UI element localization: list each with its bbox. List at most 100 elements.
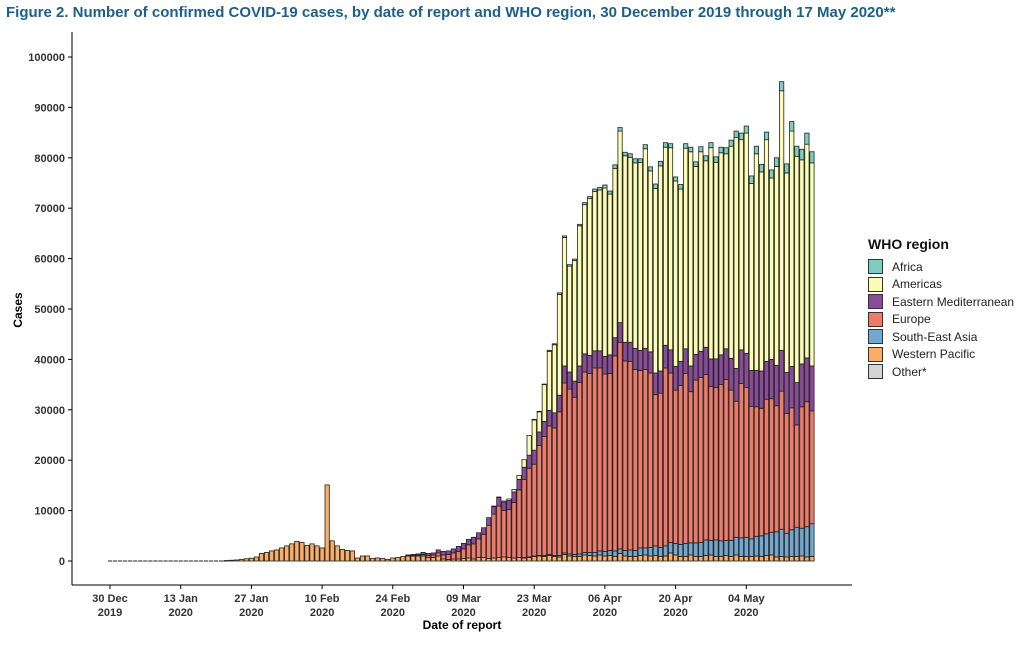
bar-segment-south-east-asia	[789, 529, 795, 557]
bar-segment-americas	[799, 159, 805, 365]
bar-segment-africa	[592, 188, 598, 192]
bar-segment-europe	[753, 406, 759, 537]
figure-title: Figure 2. Number of confirmed COVID-19 c…	[6, 4, 896, 21]
bar-segment-south-east-asia	[804, 526, 810, 558]
bar-segment-eastern-mediterranean	[501, 501, 507, 511]
bar-segment-eastern-mediterranean	[733, 368, 739, 402]
bar-segment-americas	[728, 145, 734, 359]
bar-segment-western-pacific	[233, 559, 239, 562]
bar-segment-western-pacific	[415, 555, 421, 562]
bar-segment-africa	[602, 184, 608, 189]
y-tick-label: 90000	[34, 102, 65, 114]
bar-segment-africa	[799, 148, 805, 161]
bar-segment-western-pacific	[678, 556, 684, 562]
bar-segment-western-pacific	[723, 555, 729, 562]
bar-segment-americas	[779, 90, 785, 351]
bar-segment-western-pacific	[561, 554, 568, 562]
bar-segment-western-pacific	[758, 556, 764, 562]
bar-segment-western-pacific	[294, 540, 300, 562]
bar-segment-western-pacific	[733, 554, 739, 562]
bar-segment-africa	[673, 176, 679, 182]
bar-segment-africa	[708, 142, 714, 149]
bar-segment-western-pacific	[269, 550, 275, 562]
bar-segment-south-east-asia	[733, 536, 739, 556]
bar-segment-western-pacific	[274, 549, 280, 562]
bar-segment-africa	[567, 264, 573, 267]
bar-segment-eastern-mediterranean	[430, 552, 436, 556]
y-tick-label: 30000	[34, 405, 65, 417]
legend-swatch	[868, 259, 883, 275]
bar-segment-americas	[536, 411, 542, 433]
bar-segment-western-pacific	[592, 555, 598, 562]
bar-segment-western-pacific	[390, 557, 396, 562]
bar-segment-western-pacific	[713, 556, 719, 562]
bar-segment-americas	[713, 161, 719, 360]
bar-segment-americas	[678, 188, 684, 362]
bar-segment-europe	[763, 398, 770, 535]
bar-segment-europe	[465, 544, 472, 559]
bar-segment-americas	[561, 237, 568, 367]
bar-segment-europe	[678, 385, 684, 545]
bar-segment-western-pacific	[688, 554, 694, 562]
bar-segment-eastern-mediterranean	[526, 454, 532, 469]
bar-segment-americas	[693, 165, 699, 355]
legend-label: Europe	[892, 312, 931, 327]
x-tick-label-year: 2020	[734, 607, 758, 619]
bar-segment-europe	[632, 369, 638, 551]
bar-segment-western-pacific	[612, 556, 618, 562]
bar-segment-south-east-asia	[769, 531, 775, 556]
bar-segment-eastern-mediterranean	[784, 372, 790, 414]
bar-segment-western-pacific	[435, 555, 441, 562]
x-tick-label-year: 2020	[663, 607, 687, 619]
bar-segment-western-pacific	[279, 547, 285, 562]
bar-segment-eastern-mediterranean	[450, 548, 456, 554]
bar-segment-western-pacific	[602, 555, 608, 562]
x-tick-label: 06 Apr	[588, 593, 623, 605]
bar-segment-western-pacific	[380, 558, 386, 562]
bar-segment-europe	[627, 361, 633, 551]
bar-segment-europe	[683, 373, 689, 544]
bar-segment-western-pacific	[339, 549, 345, 562]
bar-segment-eastern-mediterranean	[481, 527, 487, 535]
bar-segment-western-pacific	[243, 558, 249, 562]
bar-segment-africa	[769, 169, 775, 179]
bar-segment-africa	[779, 81, 785, 92]
legend-item: South-East Asia	[868, 328, 1014, 346]
bar-segment-americas	[688, 151, 694, 367]
bar-segment-africa	[733, 130, 739, 139]
bar-segment-eastern-mediterranean	[602, 355, 608, 375]
bar-segment-western-pacific	[344, 550, 350, 562]
bar-segment-europe	[774, 405, 780, 533]
bar-segment-africa	[723, 147, 729, 155]
bar-segment-eastern-mediterranean	[516, 478, 522, 491]
x-tick-label-year: 2020	[239, 607, 263, 619]
bar-segment-africa	[748, 175, 754, 184]
bar-segment-africa	[698, 146, 704, 153]
legend-label: Other*	[892, 364, 927, 379]
x-tick-label-year: 2020	[381, 607, 405, 619]
bar-segment-south-east-asia	[668, 541, 674, 554]
bar-segment-europe	[804, 401, 810, 528]
bar-segment-africa	[546, 349, 552, 352]
bar-segment-western-pacific	[627, 556, 633, 562]
bar-segment-europe	[516, 489, 522, 558]
bar-segment-europe	[662, 367, 669, 547]
x-tick-label-year: 2020	[522, 607, 546, 619]
bar-segment-western-pacific	[582, 554, 588, 562]
bar-segment-western-pacific	[319, 547, 325, 562]
bar-segment-eastern-mediterranean	[713, 358, 719, 389]
x-tick-label-year: 2019	[98, 607, 122, 619]
bar-segment-eastern-mediterranean	[587, 354, 593, 374]
legend-swatch	[868, 276, 883, 292]
bar-segment-western-pacific	[314, 545, 320, 562]
bar-segment-africa	[597, 187, 603, 191]
bar-segment-western-pacific	[253, 556, 260, 562]
bar-segment-western-pacific	[753, 555, 759, 562]
bar-segment-south-east-asia	[662, 545, 669, 557]
bar-segment-americas	[809, 162, 815, 367]
bar-segment-western-pacific	[420, 555, 426, 562]
bar-segment-western-pacific	[405, 555, 411, 562]
bar-segment-europe	[546, 425, 552, 555]
bar-segment-eastern-mediterranean	[718, 354, 724, 385]
bar-segment-europe	[536, 445, 542, 556]
